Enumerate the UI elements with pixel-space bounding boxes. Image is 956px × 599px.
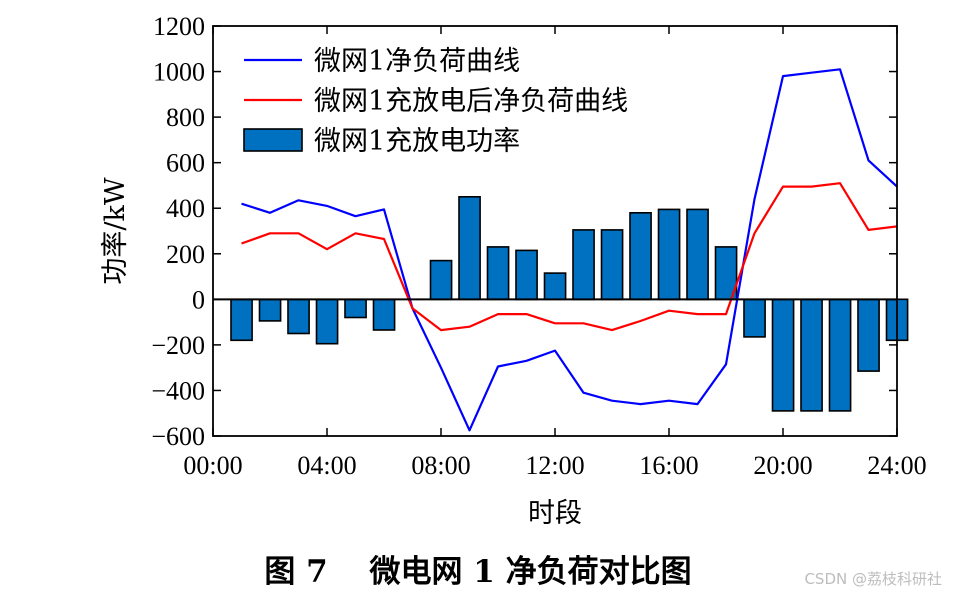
bar-14 [600, 229, 624, 301]
bar-8 [429, 259, 453, 301]
bar-5 [344, 298, 367, 319]
bar-15 [629, 212, 652, 301]
bar-17 [686, 208, 709, 301]
bar-21 [800, 298, 823, 412]
bar-22 [828, 298, 852, 412]
x-tick-label: 04:00 [297, 451, 356, 480]
bar-9 [458, 196, 481, 301]
bar-16 [657, 208, 681, 301]
bar-3 [287, 298, 310, 335]
y-tick-label: 1000 [153, 58, 205, 87]
bar-13 [572, 229, 595, 301]
x-tick-label: 00:00 [183, 451, 242, 480]
bar-10 [486, 246, 510, 301]
legend-label-2: 微网1充放电后净负荷曲线 [314, 86, 628, 117]
x-tick-label: 16:00 [639, 451, 698, 480]
x-tick-label: 24:00 [867, 451, 926, 480]
bar-23 [857, 298, 880, 372]
series-line-2 [241, 182, 898, 332]
watermark: CSDN @荔枝科研社 [804, 570, 942, 588]
bar-12 [543, 272, 567, 301]
bar-2 [258, 298, 282, 322]
bar-1 [230, 298, 253, 342]
y-axis-label: 功率/kW [100, 177, 131, 284]
y-tick-label: 1200 [153, 12, 205, 41]
y-tick-label: 800 [166, 103, 205, 132]
bar-11 [515, 249, 538, 301]
legend-label-3: 微网1充放电功率 [314, 126, 520, 157]
bar-4 [315, 298, 339, 345]
x-tick-label: 08:00 [411, 451, 470, 480]
legend-label-1: 微网1净负荷曲线 [314, 46, 520, 77]
bar-19 [743, 298, 766, 338]
x-tick-label: 20:00 [753, 451, 812, 480]
y-tick-label: −400 [151, 376, 205, 405]
legend-swatch-3 [243, 128, 303, 152]
series-line-1 [241, 68, 898, 432]
x-axis-label: 时段 [528, 498, 582, 529]
figure-caption: 图 7 微电网 1 净负荷对比图 [264, 554, 692, 590]
chart-figure: −600 −400 −200 0 200 400 600 800 1000 1200 00:00 04… [100, 12, 927, 529]
y-tick-label: 200 [166, 240, 205, 269]
y-tick-label: 0 [192, 285, 205, 314]
y-tick-label: −600 [151, 422, 205, 451]
axes-group: −600 −400 −200 0 200 400 600 800 1000 1200 00:00 04… [100, 12, 927, 529]
y-tick-label: 400 [166, 194, 205, 223]
y-tick-label: −200 [151, 331, 205, 360]
x-tick-label: 12:00 [525, 451, 584, 480]
bar-6 [372, 298, 396, 331]
y-tick-label: 600 [166, 149, 205, 178]
bar-20 [771, 298, 795, 412]
lines-group [241, 68, 898, 432]
